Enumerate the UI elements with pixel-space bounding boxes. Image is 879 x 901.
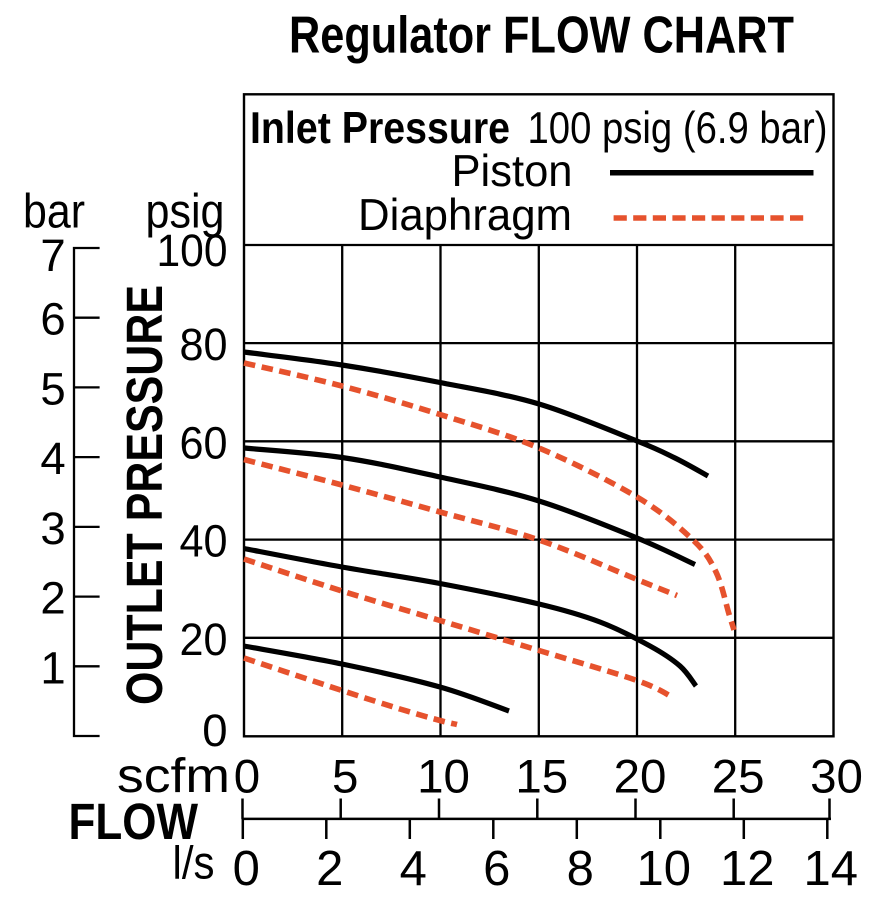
svg-text:20: 20 [180,614,228,665]
svg-text:3: 3 [40,503,65,554]
svg-text:6: 6 [483,842,510,896]
svg-text:20: 20 [614,751,667,804]
svg-text:0: 0 [233,842,260,896]
svg-text:l/s: l/s [173,837,215,889]
svg-text:10: 10 [637,842,692,896]
svg-text:bar: bar [23,185,85,238]
svg-text:7: 7 [40,230,65,281]
svg-text:8: 8 [567,842,594,896]
svg-text:4: 4 [40,433,65,484]
svg-text:5: 5 [332,751,358,804]
svg-text:60: 60 [180,417,228,468]
svg-text:Regulator FLOW CHART: Regulator FLOW CHART [289,6,794,64]
svg-text:Piston: Piston [452,147,573,196]
svg-text:psig: psig [146,186,225,239]
svg-text:1: 1 [40,642,65,693]
svg-text:FLOW: FLOW [69,793,199,850]
svg-text:Diaphragm: Diaphragm [358,191,572,240]
svg-text:Inlet Pressure: Inlet Pressure [250,104,510,153]
svg-text:10: 10 [417,751,470,804]
svg-text:2: 2 [316,842,343,896]
svg-text:80: 80 [180,319,228,370]
svg-text:15: 15 [515,751,568,804]
svg-text:25: 25 [712,751,765,804]
svg-text:OUTLET PRESSURE: OUTLET PRESSURE [116,285,173,705]
svg-text:30: 30 [810,751,863,804]
svg-text:4: 4 [400,842,427,896]
svg-text:5: 5 [40,363,65,414]
svg-text:100 psig (6.9 bar): 100 psig (6.9 bar) [528,104,828,153]
svg-text:100: 100 [157,225,228,276]
svg-text:scfm: scfm [117,750,230,803]
svg-text:40: 40 [180,516,228,567]
svg-text:0: 0 [202,705,227,756]
svg-text:6: 6 [40,294,65,345]
svg-text:2: 2 [40,573,65,624]
svg-text:14: 14 [804,842,859,896]
svg-text:0: 0 [234,751,260,804]
svg-text:12: 12 [720,842,775,896]
